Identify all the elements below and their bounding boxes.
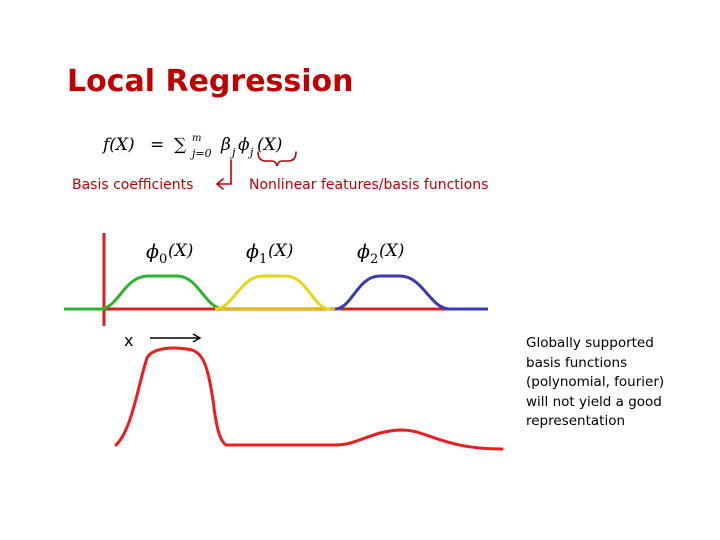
side-note-line-1: Globally supported [526,335,654,351]
basis-label-phi1-symbol: ϕ [246,241,259,263]
basis-label-phi0-symbol: ϕ [146,241,159,263]
formula-phi-sub: j [247,146,254,159]
formula-beta-sub: j [229,146,236,159]
target-function-curve [114,346,504,451]
formula-beta: β [220,135,231,155]
formula-phi: ϕ [238,135,250,155]
formula-equals: = [150,135,164,155]
coefficients-arrowhead [215,178,224,190]
basis-curve-phi0 [99,274,225,311]
basis-label-phi1-arg: (X) [268,241,293,261]
side-note: Globally supported basis functions (poly… [526,334,716,432]
formula-sum: ∑ [174,135,186,155]
side-note-line-5: representation [526,413,626,429]
basis-label-phi2: ϕ 2 (X) [357,241,404,267]
basis-expansion-formula: f(X) = ∑ m j=0 β j ϕ j (X) [101,133,282,160]
basis-label-phi0-arg: (X) [168,241,193,261]
x-axis-label: x [124,331,133,350]
coefficients-pointer [217,159,232,185]
side-note-line-4: will not yield a good [526,393,662,410]
side-note-line-3: (polynomial, fourier) [526,374,665,390]
slide-title: Local Regression [67,64,354,99]
basis-label-phi0-sub: 0 [159,252,167,267]
basis-label-phi2-symbol: ϕ [357,241,370,263]
features-label: Nonlinear features/basis functions [249,177,488,193]
coefficients-label: Basis coefficients [72,177,193,193]
features-brace [257,151,297,167]
basis-label-phi0: ϕ 0 (X) [146,241,193,267]
basis-curve-phi1 [214,274,331,311]
basis-label-phi1: ϕ 1 (X) [246,241,293,267]
formula-annotation-marks [215,151,297,190]
basis-curve-phi2 [334,274,488,311]
formula-sum-lower: j=0 [189,147,212,160]
side-note-line-2: basis functions [526,354,628,371]
x-direction-arrow [150,333,202,343]
basis-label-phi2-arg: (X) [379,241,404,261]
basis-label-phi2-sub: 2 [370,252,378,267]
basis-label-phi1-sub: 1 [259,252,267,267]
formula-sum-upper: m [192,133,201,144]
formula-arg: (X) [257,135,282,155]
formula-lhs: f(X) [101,135,135,155]
basis-labels: ϕ 0 (X) ϕ 1 (X) ϕ 2 (X) [146,241,404,267]
